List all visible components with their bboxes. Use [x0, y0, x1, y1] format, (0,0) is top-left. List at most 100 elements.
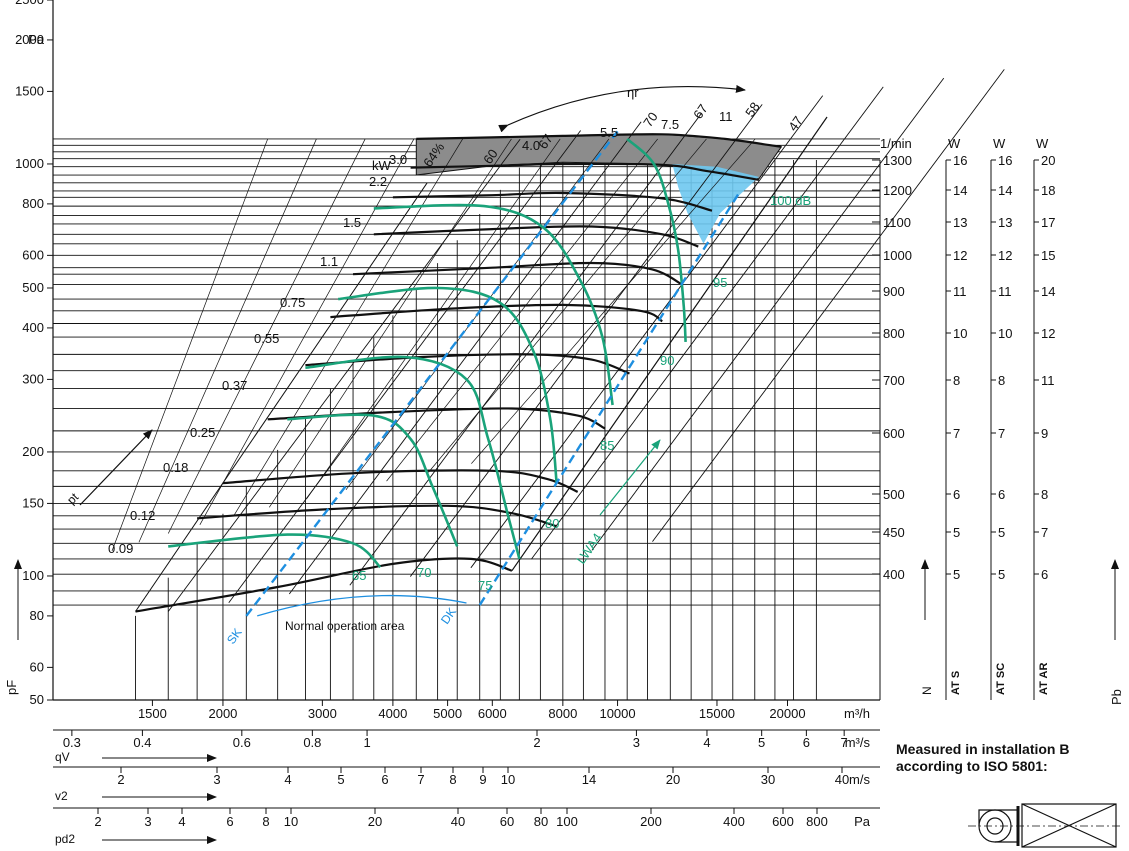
efficiency-ray [306, 138, 561, 499]
efficiency-curve-0 [168, 533, 382, 569]
noise-label: 70 [417, 565, 431, 580]
power-label: 5.5 [600, 125, 618, 140]
efficiency-curve-2 [305, 355, 521, 560]
power-scale-tick-label: 6 [953, 487, 960, 502]
speed-scale-tick-label: 1200 [883, 183, 912, 198]
system-line [470, 95, 824, 569]
power-label: kW [372, 158, 392, 173]
dynamic-pressure-axis-tick-label: 3 [144, 814, 151, 829]
power-label: 0.75 [280, 295, 305, 310]
speed-scale-tick-label: 500 [883, 487, 905, 502]
power-scale-tick-label: 7 [998, 426, 1005, 441]
normal-operation-arc [257, 594, 467, 617]
speed-curve-400 [135, 557, 513, 613]
x-axis-tick-label: 6000 [478, 706, 507, 721]
power-scale-tick-label: 11 [1041, 373, 1055, 388]
power-label: 0.25 [190, 425, 215, 440]
efficiency-curve-5 [626, 137, 687, 342]
dynamic-pressure-axis-tick-label: 8 [262, 814, 269, 829]
efficiency-ray [471, 138, 756, 464]
speed-curve-700 [305, 353, 630, 375]
power-scale-label: AT AR [1038, 663, 1050, 695]
y-axis-tick-label: 50 [30, 692, 44, 707]
flow-axis-tick-label: 0.4 [133, 735, 151, 750]
y-axis-tick-label: 1500 [15, 83, 44, 98]
speed-curve-900 [352, 261, 683, 286]
noise-label: 80 [545, 516, 559, 531]
installation-symbol [968, 803, 1120, 848]
efficiency-ray [199, 138, 415, 525]
power-label: 0.55 [254, 331, 279, 346]
dynamic-pressure-axis-tick-label: 40 [451, 814, 465, 829]
power-scale-tick-label: 8 [1041, 487, 1048, 502]
velocity-axis-tick-label: 8 [449, 772, 456, 787]
power-scale-tick-label: 6 [1041, 567, 1048, 582]
noise-label: 85 [600, 438, 614, 453]
power-scale-unit: W [993, 136, 1006, 151]
speed-curve-800 [330, 303, 663, 323]
efficiency-ray [269, 138, 512, 508]
power-label: 11 [719, 109, 733, 124]
power-scale-tick-label: 7 [953, 426, 960, 441]
speed-scale-tick-label: 400 [883, 567, 905, 582]
x-axis-tick-label: 8000 [548, 706, 577, 721]
y-axis-unit: Pa [28, 32, 45, 47]
flow-axis-tick-label: 0.6 [233, 735, 251, 750]
power-label: 1.5 [343, 215, 361, 230]
power-label: 0.18 [163, 460, 188, 475]
measurement-note-line1: Measured in installation B [896, 741, 1070, 757]
speed-curves [135, 133, 782, 613]
power-scale-tick-label: 11 [998, 284, 1012, 299]
x-axis-tick-label: 20000 [769, 706, 805, 721]
system-line [349, 112, 703, 586]
efficiency-label: 67 [535, 131, 556, 151]
power-scale-tick-label: 14 [953, 183, 967, 198]
power-label: 2.2 [369, 174, 387, 189]
axes: 2500200015001000800600500400300200150100… [4, 0, 1124, 846]
dynamic-pressure-axis-tick-label: 6 [226, 814, 233, 829]
y-axis-tick-label: 1000 [15, 156, 44, 171]
flow-axis-label: qV [55, 750, 70, 764]
dynamic-pressure-axis-tick-label: 20 [368, 814, 382, 829]
y-axis-tick-label: 500 [22, 280, 44, 295]
power-scale-tick-label: 12 [998, 248, 1012, 263]
noise-label: LWA4 [573, 530, 605, 566]
power-scale-unit: W [1036, 136, 1049, 151]
x-axis-tick-label: 15000 [699, 706, 735, 721]
speed-scale-tick-label: 900 [883, 284, 905, 299]
x-axis-tick-label: 2000 [208, 706, 237, 721]
power-scale-tick-label: 18 [1041, 183, 1055, 198]
power-scale-tick-label: 14 [998, 183, 1012, 198]
velocity-axis-unit: m/s [849, 772, 870, 787]
speed-scale-tick-label: 1300 [883, 153, 912, 168]
measurement-note: Measured in installation B according to … [896, 741, 1069, 775]
system-line [228, 130, 581, 604]
power-scale-tick-label: 16 [998, 153, 1012, 168]
sk-limit-line [245, 130, 619, 617]
y-axis-tick-label: 600 [22, 247, 44, 262]
efficiency-ray [233, 138, 463, 517]
efficiency-curves [168, 137, 687, 569]
flow-axis-tick-label: 5 [758, 735, 765, 750]
system-line [591, 77, 945, 551]
dynamic-pressure-axis-tick-label: 600 [772, 814, 794, 829]
dynamic-pressure-axis-tick-label: 800 [806, 814, 828, 829]
flow-axis-tick-label: 3 [633, 735, 640, 750]
dynamic-pressure-axis-label: pd2 [55, 832, 75, 846]
speed-scale-unit: 1/min [880, 136, 912, 151]
pressure-direction-arrow [79, 429, 153, 506]
y-axis-tick-label: 2000 [15, 32, 44, 47]
flow-axis-tick-label: 0.3 [63, 735, 81, 750]
system-line [652, 69, 1005, 542]
y-axis-label: pF [4, 680, 19, 695]
speed-scale-tick-label: 450 [883, 525, 905, 540]
dynamic-pressure-axis-tick-label: 10 [284, 814, 298, 829]
dynamic-pressure-axis-tick-label: 4 [178, 814, 185, 829]
speed-curve-500 [222, 469, 579, 493]
efficiency-label: ηr [627, 85, 639, 100]
flow-axis-tick-label: 4 [703, 735, 710, 750]
x-axis-tick-label: 4000 [378, 706, 407, 721]
noise-label: 75 [478, 578, 492, 593]
efficiency-label: 58 [742, 99, 763, 119]
